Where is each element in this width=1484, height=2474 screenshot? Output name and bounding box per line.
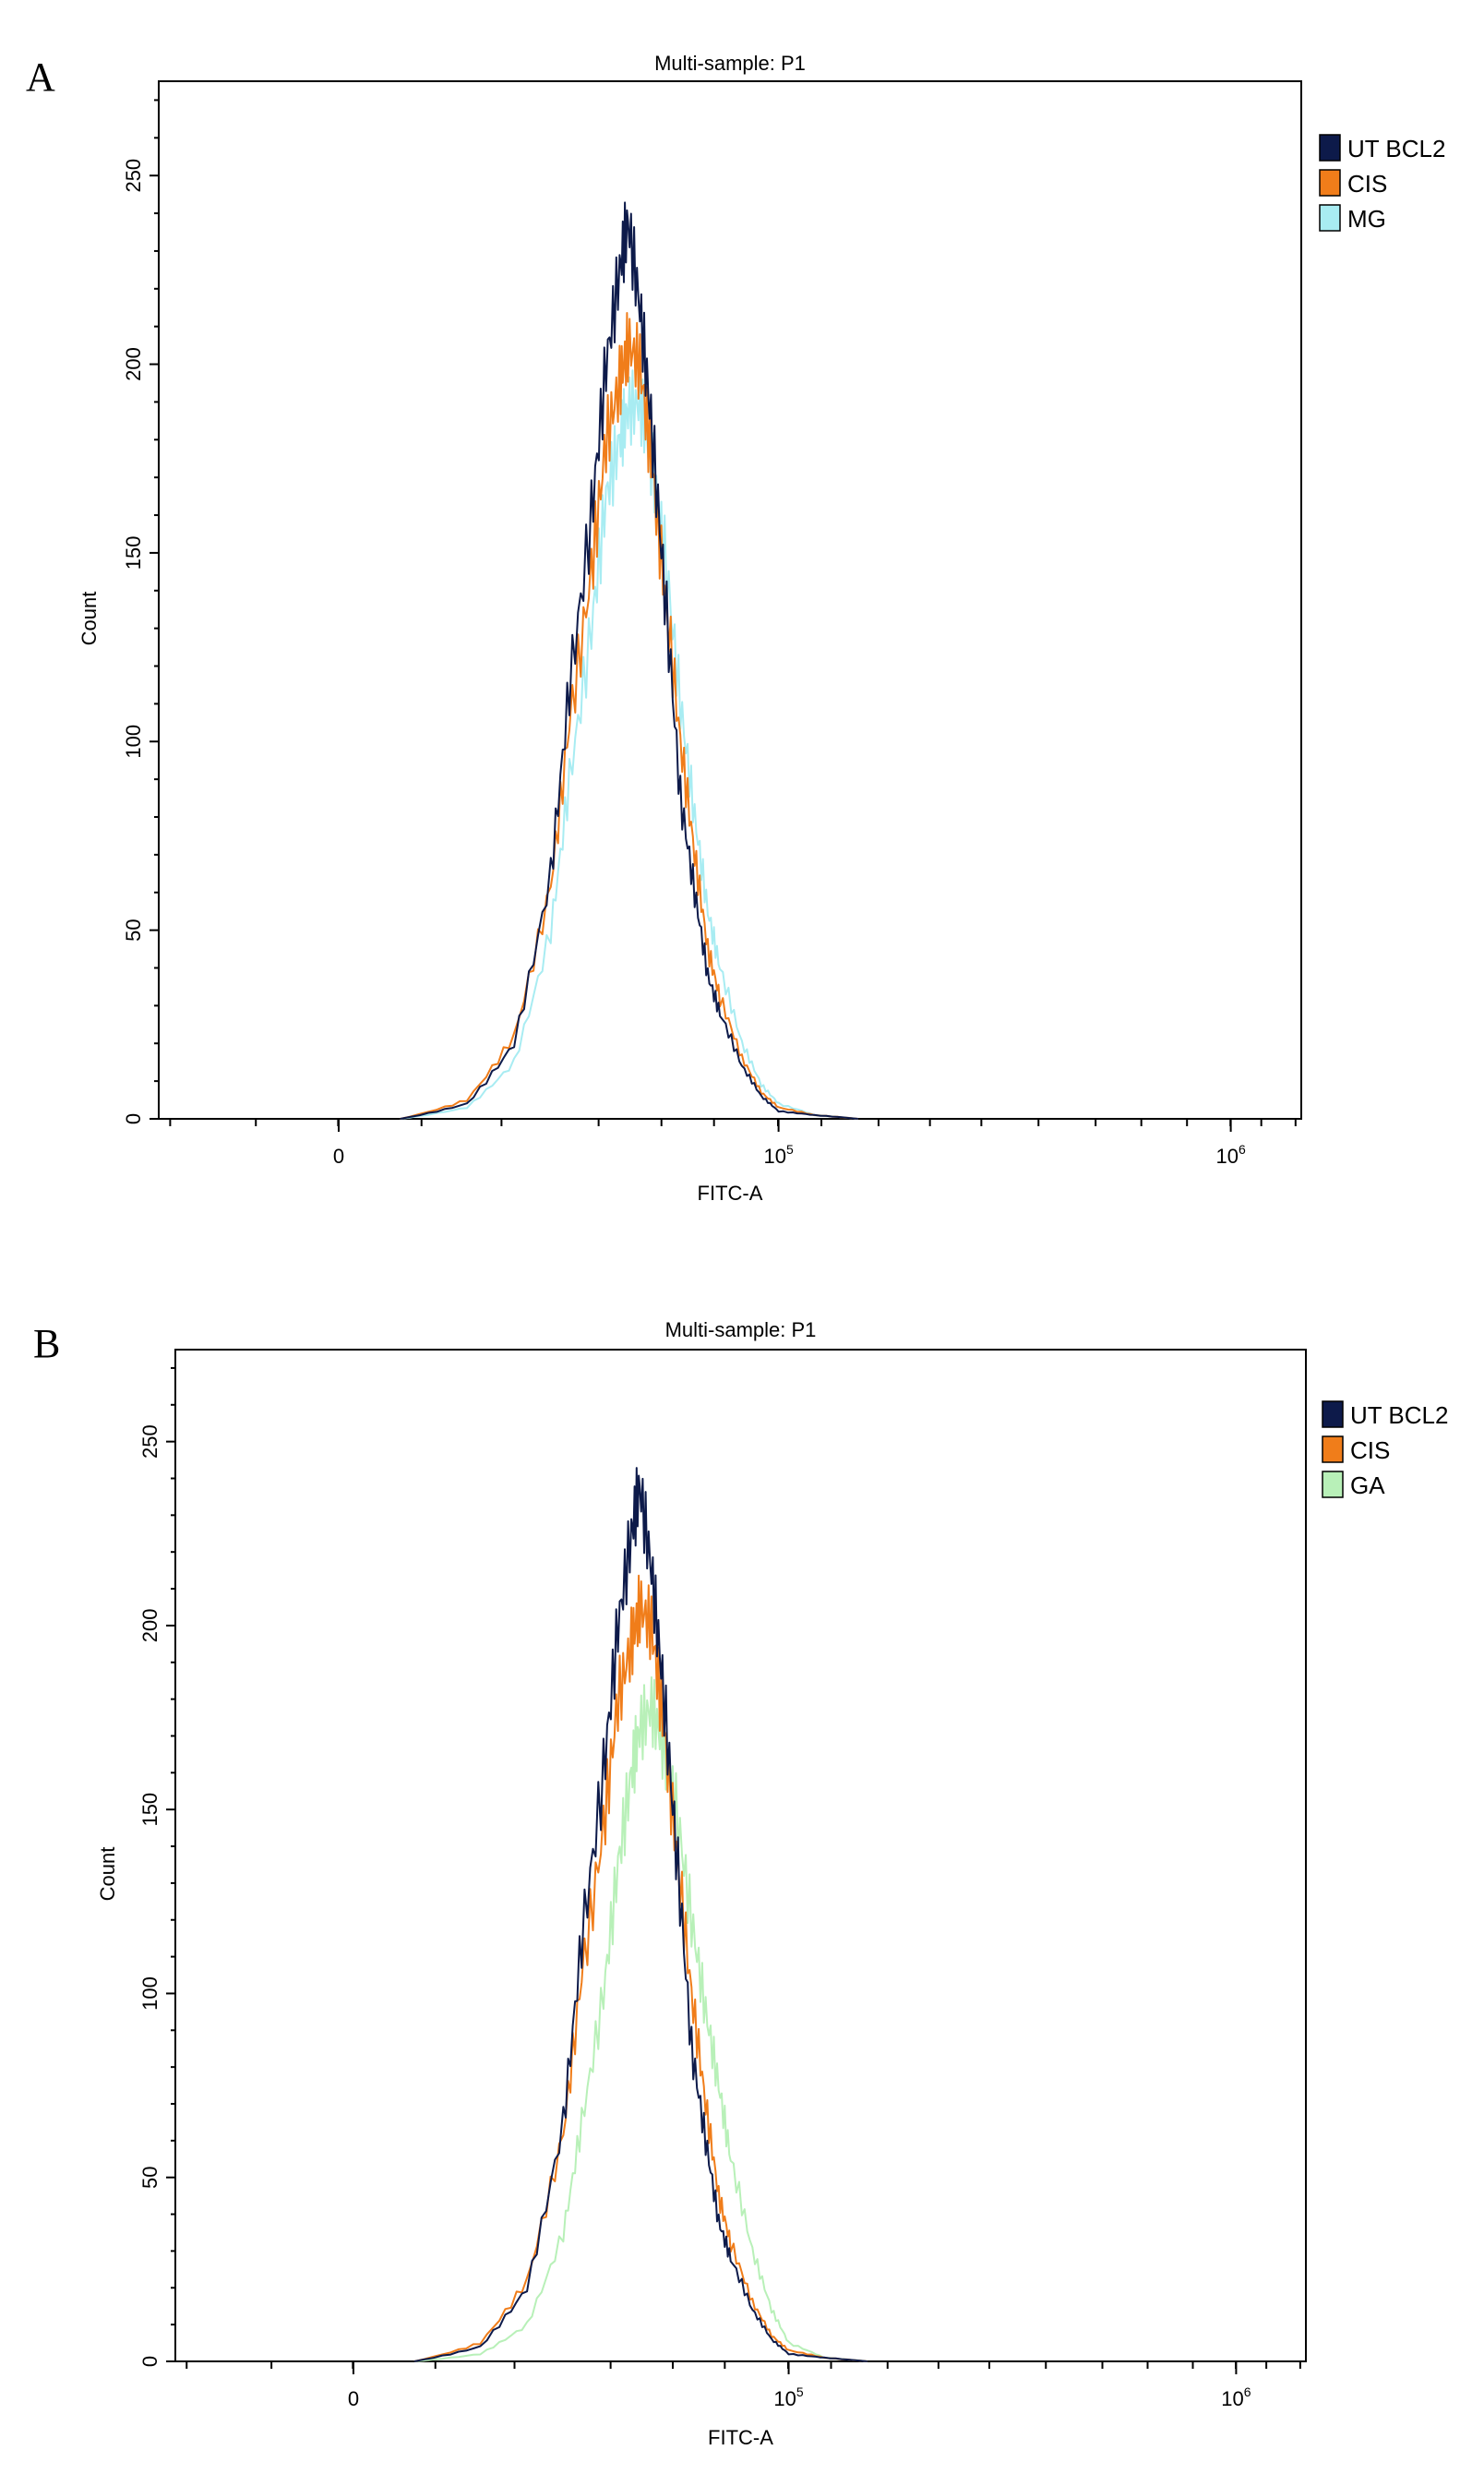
- legend-swatch: [1322, 1400, 1344, 1428]
- series-line-cis: [400, 312, 858, 1120]
- plot-frame: [174, 1349, 1307, 2362]
- y-tick-label: 200: [122, 347, 145, 381]
- x-axis-label: FITC-A: [708, 2426, 773, 2449]
- y-axis-label: Count: [78, 592, 101, 646]
- y-tick-label: 100: [122, 725, 145, 759]
- panel-letter: B: [33, 1321, 60, 1366]
- legend-swatch: [1322, 1471, 1344, 1498]
- y-tick-label: 50: [138, 2166, 162, 2188]
- x-tick-exponent: 5: [796, 2384, 804, 2399]
- panel-letter: A: [26, 54, 55, 100]
- y-tick-label: 150: [122, 536, 145, 570]
- legend-swatch: [1322, 1435, 1344, 1463]
- legend-label: UT BCL2: [1347, 135, 1445, 162]
- legend-label: GA: [1350, 1471, 1385, 1499]
- series-line-cis: [413, 1574, 868, 2362]
- chart-title: Multi-sample: P1: [654, 52, 806, 75]
- x-tick-label: 105: [763, 1142, 793, 1168]
- x-axis-label: FITC-A: [698, 1182, 763, 1205]
- x-tick-label: 0: [333, 1145, 344, 1168]
- y-tick-label: 50: [122, 919, 145, 941]
- y-tick-label: 0: [138, 2356, 162, 2367]
- y-tick-label: 0: [122, 1113, 145, 1124]
- x-tick-exponent: 6: [1239, 1142, 1246, 1157]
- x-tick-label: 105: [773, 2384, 803, 2410]
- legend-swatch: [1319, 169, 1341, 197]
- y-tick-label: 250: [138, 1424, 162, 1459]
- y-tick-label: 150: [138, 1793, 162, 1827]
- panel-b: B Multi-sample: P1 0 50 100 150 200 250 0 105 106 F…: [33, 1318, 1448, 2449]
- x-tick-label: 0: [348, 2387, 359, 2410]
- series-line-ut-bcl2: [400, 201, 858, 1120]
- x-tick-exponent: 5: [786, 1142, 794, 1157]
- legend-label: UT BCL2: [1350, 1401, 1448, 1429]
- legend-swatch: [1319, 134, 1341, 162]
- series-line-mg: [400, 369, 858, 1120]
- series-line-ut-bcl2: [413, 1467, 868, 2362]
- y-tick-label: 100: [138, 1976, 162, 2011]
- legend-label: MG: [1347, 205, 1386, 233]
- series-line-ga: [413, 1675, 868, 2362]
- x-tick-label: 106: [1221, 2384, 1251, 2410]
- y-tick-label: 250: [122, 159, 145, 193]
- legend-label: CIS: [1347, 170, 1387, 198]
- x-tick-exponent: 6: [1244, 2384, 1251, 2399]
- legend-swatch: [1319, 204, 1341, 232]
- chart-title: Multi-sample: P1: [665, 1318, 817, 1341]
- legend-label: CIS: [1350, 1436, 1390, 1464]
- plot-frame: [158, 80, 1302, 1120]
- y-axis-label: Count: [96, 1847, 119, 1902]
- x-tick-label: 106: [1215, 1142, 1245, 1168]
- panel-a: A Multi-sample: P1 0 50 100 150 200 250 0 105 106 F…: [26, 52, 1445, 1205]
- y-tick-label: 200: [138, 1609, 162, 1643]
